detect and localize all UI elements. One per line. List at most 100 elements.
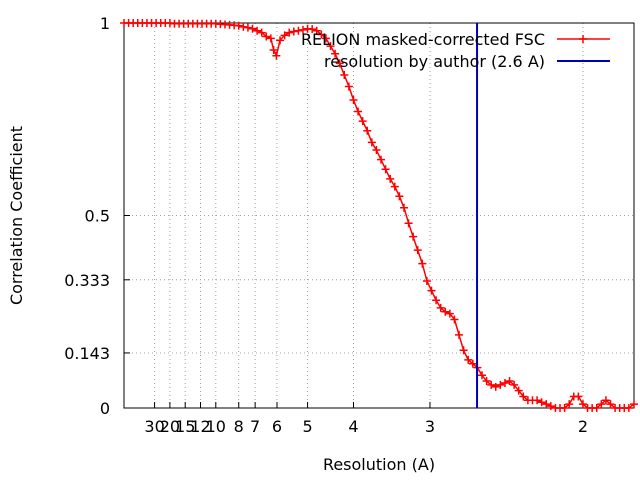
x-tick-label: 5 — [302, 417, 312, 436]
x-tick-label: 10 — [206, 417, 226, 436]
fsc-point — [354, 107, 363, 116]
fsc-point — [262, 32, 271, 41]
fsc-point — [317, 30, 326, 39]
fsc-point — [321, 34, 330, 43]
fsc-point — [340, 70, 349, 79]
fsc-point — [533, 396, 542, 405]
fsc-point — [331, 49, 340, 58]
x-tick-label: 8 — [234, 417, 244, 436]
x-axis-title: Resolution (A) — [323, 455, 435, 474]
fsc-point — [459, 346, 468, 355]
y-tick-label: 0.333 — [64, 271, 110, 290]
fsc-point — [377, 155, 386, 164]
fsc-point — [358, 117, 367, 126]
fsc-point — [308, 25, 317, 34]
fsc-point — [285, 28, 294, 37]
fsc-point — [326, 42, 335, 51]
fsc-point — [289, 27, 298, 36]
fsc-point — [432, 296, 441, 305]
x-tick-label: 12 — [190, 417, 210, 436]
legend: RELION masked-corrected FSC resolution by… — [301, 30, 610, 71]
fsc-point — [253, 26, 262, 35]
fsc-point — [349, 96, 358, 104]
x-tick-label: 2 — [578, 417, 588, 436]
y-tick-label: 0.143 — [64, 344, 110, 363]
fsc-point — [312, 26, 321, 35]
fsc-point — [381, 165, 390, 174]
fsc-point — [546, 402, 555, 411]
fsc-point — [367, 138, 376, 147]
fsc-point — [165, 19, 174, 27]
fsc-point — [477, 371, 486, 380]
fsc-point — [372, 146, 381, 155]
fsc-point — [390, 182, 399, 191]
fsc-point — [243, 23, 252, 32]
fsc-point — [335, 59, 344, 68]
fsc-point — [386, 174, 395, 183]
fsc-point — [395, 192, 404, 201]
fsc-point — [266, 34, 275, 43]
legend-label: RELION masked-corrected FSC — [301, 30, 545, 49]
fsc-point — [514, 386, 523, 395]
fsc-point — [248, 24, 257, 33]
y-tick-label: 1 — [100, 14, 110, 33]
fsc-point — [344, 82, 353, 91]
fsc-point — [560, 404, 569, 412]
fsc-point — [404, 219, 413, 228]
x-tick-label: 4 — [348, 417, 358, 436]
fsc-point — [234, 21, 243, 30]
fsc-point — [574, 392, 583, 401]
fsc-point — [298, 25, 307, 34]
x-tick-label: 30 — [144, 417, 164, 436]
legend-marker — [579, 35, 587, 43]
x-tick-label: 20 — [160, 417, 180, 436]
fsc-point — [280, 31, 289, 40]
fsc-point — [257, 28, 266, 37]
fsc-point — [537, 398, 546, 407]
fsc-point — [294, 26, 303, 35]
fsc-point — [427, 286, 436, 295]
fsc-point — [239, 22, 248, 31]
fsc-point — [519, 392, 528, 401]
fsc-point — [601, 396, 610, 405]
fsc-point — [276, 36, 285, 45]
fsc-point — [491, 382, 500, 391]
series-layer — [120, 19, 638, 412]
y-tick-label: 0 — [100, 399, 110, 418]
fsc-point — [445, 309, 454, 318]
fsc-point — [505, 377, 514, 386]
fsc-point — [436, 303, 445, 312]
x-tick-label: 15 — [175, 417, 195, 436]
fsc-point — [464, 355, 473, 364]
fsc-point — [450, 315, 459, 324]
fsc-point — [592, 404, 601, 412]
fsc-point — [363, 126, 372, 135]
fsc-point — [606, 400, 615, 409]
fsc-point — [409, 232, 418, 241]
y-tick-label: 0.5 — [85, 207, 110, 226]
fsc-point — [496, 380, 505, 389]
fsc-point — [630, 400, 638, 409]
fsc-point — [510, 380, 519, 389]
x-tick-label: 7 — [250, 417, 260, 436]
fsc-point — [418, 259, 427, 268]
fsc-point — [597, 400, 606, 409]
fsc-point — [500, 378, 509, 387]
fsc-point — [487, 380, 496, 389]
legend-label: resolution by author (2.6 A) — [324, 52, 545, 71]
fsc-point — [482, 377, 491, 386]
fsc-point — [272, 51, 281, 60]
x-tick-label: 3 — [425, 417, 435, 436]
fsc-point — [468, 359, 477, 368]
grid-layer — [124, 22, 634, 409]
fsc-point — [578, 400, 587, 409]
fsc-point — [542, 400, 551, 409]
fsc-point — [269, 45, 278, 54]
x-tick-label: 6 — [272, 417, 282, 436]
fsc-point — [422, 276, 431, 285]
fsc-point — [624, 404, 633, 412]
fsc-point — [441, 307, 450, 316]
fsc-point — [399, 203, 408, 212]
